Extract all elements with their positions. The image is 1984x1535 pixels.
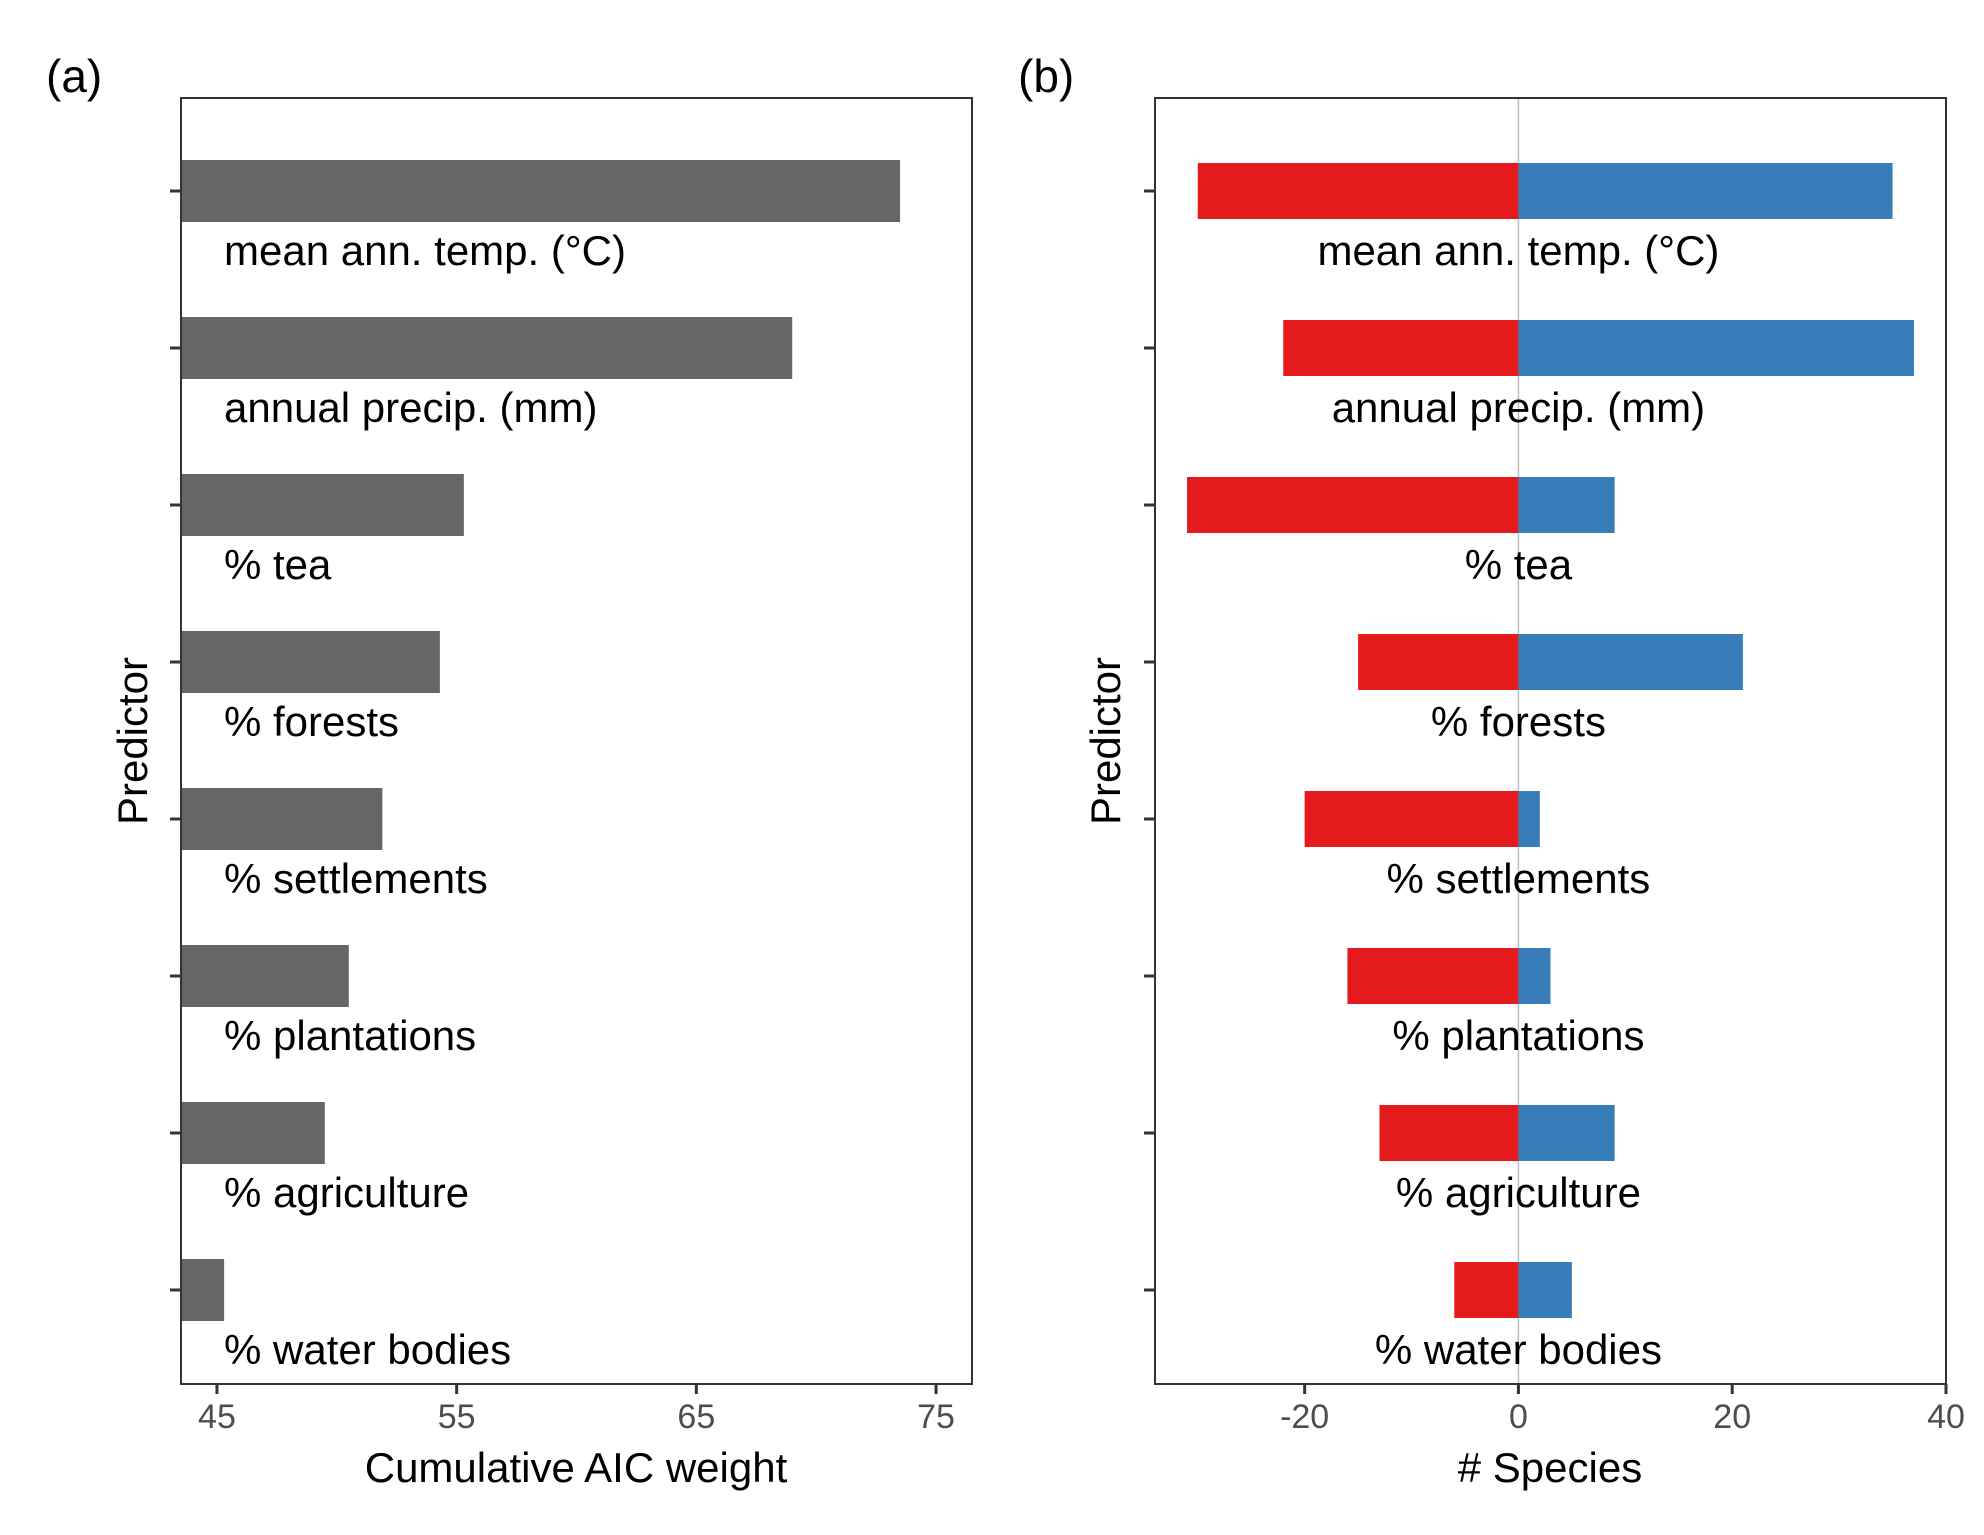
panel-b-positive-bar <box>1518 1105 1615 1161</box>
panel-b-positive-bar <box>1518 320 1914 376</box>
panel-a-bar-label: % forests <box>224 698 399 745</box>
panel-b-positive-bar <box>1518 477 1615 533</box>
panel-b-positive-bar <box>1518 634 1743 690</box>
panel-b-negative-bar <box>1379 1105 1519 1161</box>
panel-b-negative-bar <box>1347 948 1519 1004</box>
panel-b-marks: mean ann. temp. (°C) annual precip. (mm)%… <box>1187 98 1914 1384</box>
panel-b-negative-bar <box>1304 791 1519 847</box>
panel-b-bar-label: % settlements <box>1387 855 1651 902</box>
panel-a-bar <box>181 1259 225 1321</box>
panel-a-x-tick-label: 55 <box>438 1398 476 1436</box>
panel-a-x-tick-label: 65 <box>677 1398 715 1436</box>
panel-b-axes: -20 0 20 40 <box>1144 189 1965 1436</box>
panel-a-bar-label: % water bodies <box>224 1326 511 1373</box>
panel-b-bar-label: % agriculture <box>1396 1169 1641 1216</box>
panel-a-bar-label: % tea <box>224 541 332 588</box>
panel-b-bar-label: % forests <box>1431 698 1606 745</box>
panel-b-x-tick-label: 40 <box>1927 1398 1965 1436</box>
panel-a-bar <box>181 317 793 379</box>
panel-b-negative-bar <box>1187 477 1519 533</box>
panel-a-bar <box>181 631 440 693</box>
panel-b-negative-bar <box>1454 1262 1519 1318</box>
panel-a-x-tick-label: 45 <box>198 1398 236 1436</box>
panel-b-x-axis-title: # Species <box>1458 1444 1642 1491</box>
panel-b-bar-label: % water bodies <box>1375 1326 1662 1373</box>
panel-a-bar <box>181 474 464 536</box>
panel-b-negative-bar <box>1358 634 1519 690</box>
panel-a-bar-label: mean ann. temp. (°C) <box>224 227 626 274</box>
panel-b-x-tick-label: -20 <box>1280 1398 1329 1436</box>
panel-b-bar-label: % plantations <box>1392 1012 1644 1059</box>
panel-b-x-tick-label: 0 <box>1509 1398 1528 1436</box>
panel-a-y-axis-title: Predictor <box>109 657 156 825</box>
panel-b-tag: (b) <box>1018 50 1074 102</box>
panel-b: (b) mean ann. temp. (°C) annual precip. (… <box>1018 50 1965 1491</box>
panel-a-x-tick-label: 75 <box>917 1398 955 1436</box>
panel-a-axes: 45 55 65 75 <box>170 189 955 1436</box>
panel-a-bar-label: annual precip. (mm) <box>224 384 597 431</box>
panel-b-positive-bar <box>1518 163 1893 219</box>
panel-a: (a) mean ann. temp. (°C) annual precip. (… <box>46 50 973 1491</box>
panel-b-bar-label: annual precip. (mm) <box>1332 384 1705 431</box>
panel-a-bar <box>181 1102 325 1164</box>
panel-b-y-axis-title: Predictor <box>1082 657 1129 825</box>
panel-a-bar <box>181 160 901 222</box>
panel-a-bar-label: % plantations <box>224 1012 476 1059</box>
panel-b-positive-bar <box>1518 791 1540 847</box>
panel-b-negative-bar <box>1197 163 1519 219</box>
panel-a-tag: (a) <box>46 50 102 102</box>
panel-a-bar <box>181 788 383 850</box>
panel-b-positive-bar <box>1518 1262 1572 1318</box>
panel-a-marks: mean ann. temp. (°C) annual precip. (mm)%… <box>181 160 901 1373</box>
panel-b-negative-bar <box>1283 320 1519 376</box>
panel-b-x-tick-label: 20 <box>1713 1398 1751 1436</box>
panel-b-bar-label: mean ann. temp. (°C) <box>1317 227 1719 274</box>
panel-a-bar <box>181 945 349 1007</box>
panel-b-positive-bar <box>1518 948 1551 1004</box>
panel-b-plot-border <box>1154 97 1947 1385</box>
panel-b-bar-label: % tea <box>1465 541 1573 588</box>
panel-a-bar-label: % agriculture <box>224 1169 469 1216</box>
panel-a-bar-label: % settlements <box>224 855 488 902</box>
panel-a-plot-border <box>180 97 973 1385</box>
panel-a-x-axis-title: Cumulative AIC weight <box>365 1444 788 1491</box>
